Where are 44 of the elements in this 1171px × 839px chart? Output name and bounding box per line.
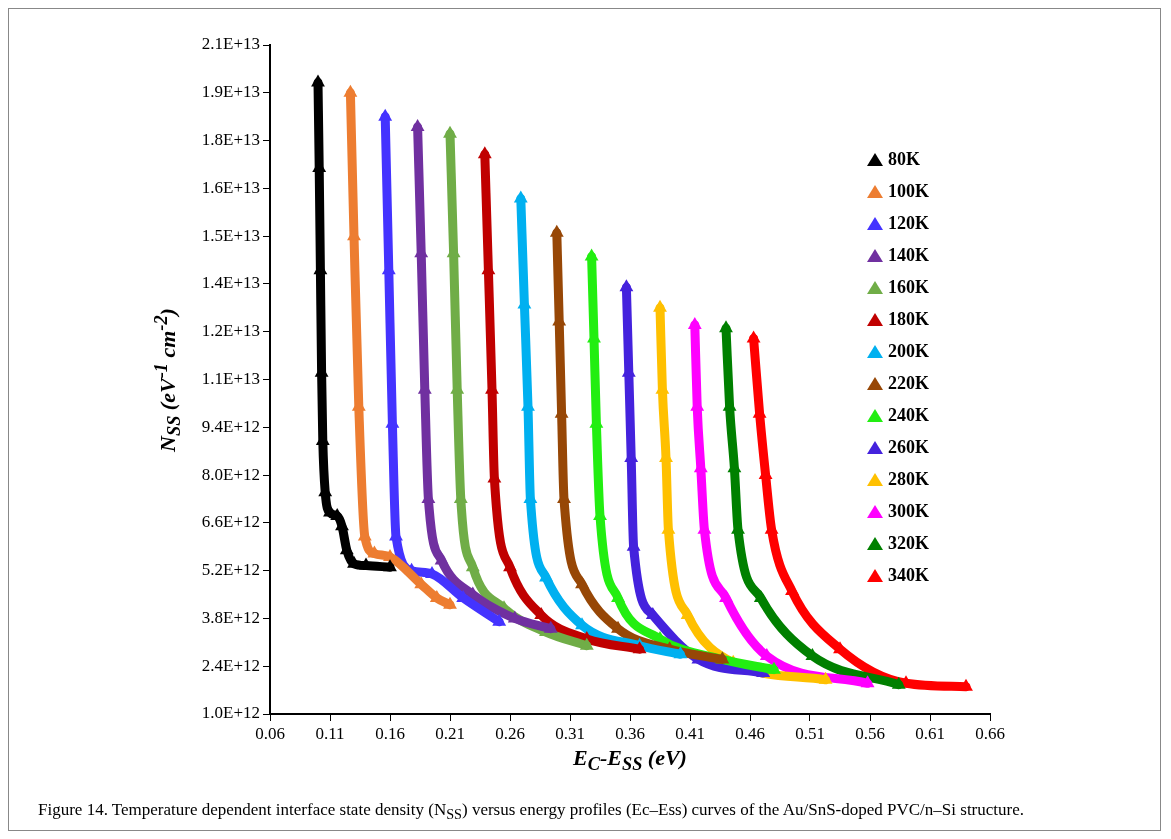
legend-label: 160K [888, 276, 930, 297]
legend-label: 100K [888, 180, 930, 201]
x-tick-label: 0.51 [795, 723, 825, 743]
legend-label: 200K [888, 340, 930, 361]
y-tick-label: 2.4E+12 [201, 655, 260, 675]
x-tick-label: 0.21 [435, 723, 465, 743]
x-tick-label: 0.26 [495, 723, 525, 743]
legend-label: 120K [888, 212, 930, 233]
legend-label: 300K [888, 500, 930, 521]
y-tick-label: 2.1E+13 [201, 34, 260, 54]
legend-label: 260K [888, 436, 930, 457]
legend-label: 80K [888, 148, 921, 169]
x-tick-label: 0.56 [855, 723, 885, 743]
x-tick-label: 0.06 [255, 723, 285, 743]
x-tick-label: 0.46 [735, 723, 765, 743]
y-tick-label: 1.4E+13 [201, 273, 260, 293]
y-tick-label: 5.2E+12 [201, 560, 260, 580]
legend-label: 240K [888, 404, 930, 425]
legend-label: 320K [888, 532, 930, 553]
y-tick-label: 1.0E+12 [201, 703, 260, 723]
x-tick-label: 0.41 [675, 723, 705, 743]
y-tick-label: 9.4E+12 [201, 416, 260, 436]
legend-label: 220K [888, 372, 930, 393]
y-tick-label: 1.2E+13 [201, 321, 260, 341]
legend-label: 140K [888, 244, 930, 265]
x-tick-label: 0.16 [375, 723, 405, 743]
legend-label: 280K [888, 468, 930, 489]
x-axis-title: E$_{C}$-E$_{SS}$ (eV) [573, 745, 687, 776]
y-tick-label: 6.6E+12 [201, 512, 260, 532]
y-tick-label: 8.0E+12 [201, 464, 260, 484]
legend-label: 340K [888, 564, 930, 585]
y-tick-label: 1.5E+13 [201, 225, 260, 245]
x-tick-label: 0.31 [555, 723, 585, 743]
y-tick-label: 1.9E+13 [201, 82, 260, 102]
y-tick-label: 1.8E+13 [201, 130, 260, 150]
y-tick-label: 1.6E+13 [201, 177, 260, 197]
x-tick-label: 0.66 [975, 723, 1005, 743]
x-tick-label: 0.36 [615, 723, 645, 743]
x-tick-label: 0.11 [315, 723, 345, 743]
y-tick-label: 3.8E+12 [201, 607, 260, 627]
legend-label: 180K [888, 308, 930, 329]
x-tick-label: 0.61 [915, 723, 945, 743]
caption: Figure 14. Temperature dependent interface state density (N$_{SS}$) versus energy profiles (Ec–Ess) curves of the Au/SnS-doped PVC/n–Si structure. [38, 800, 1024, 824]
y-tick-label: 1.1E+13 [201, 368, 260, 388]
